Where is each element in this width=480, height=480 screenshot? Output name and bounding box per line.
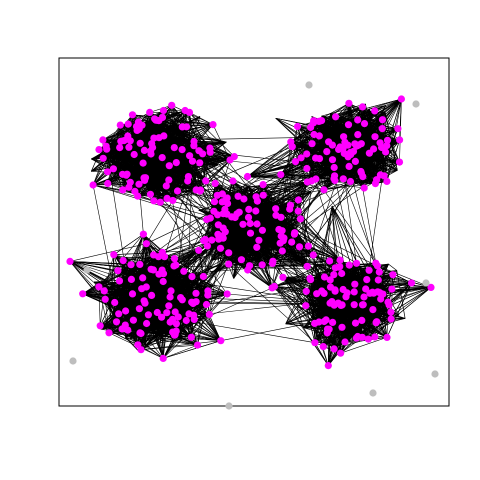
edge: [69, 243, 147, 262]
edge: [247, 121, 320, 177]
edge: [98, 264, 140, 288]
edge: [140, 340, 221, 350]
edge: [197, 304, 207, 346]
edge: [247, 174, 281, 177]
edge: [163, 110, 214, 125]
edge: [172, 319, 221, 341]
edge: [297, 210, 341, 261]
plot-frame: [58, 57, 450, 407]
edge: [98, 286, 101, 326]
edge: [247, 158, 320, 177]
edge: [399, 98, 402, 140]
edge: [191, 302, 222, 341]
edge: [163, 340, 221, 359]
edge: [100, 325, 139, 346]
edge: [140, 344, 198, 350]
edge: [171, 105, 214, 125]
edge: [113, 233, 144, 255]
edge: [157, 120, 214, 125]
edge: [128, 112, 150, 125]
edge: [383, 98, 402, 176]
edge: [311, 180, 365, 189]
edge: [177, 159, 231, 192]
edge: [163, 344, 198, 359]
edge: [143, 234, 152, 270]
